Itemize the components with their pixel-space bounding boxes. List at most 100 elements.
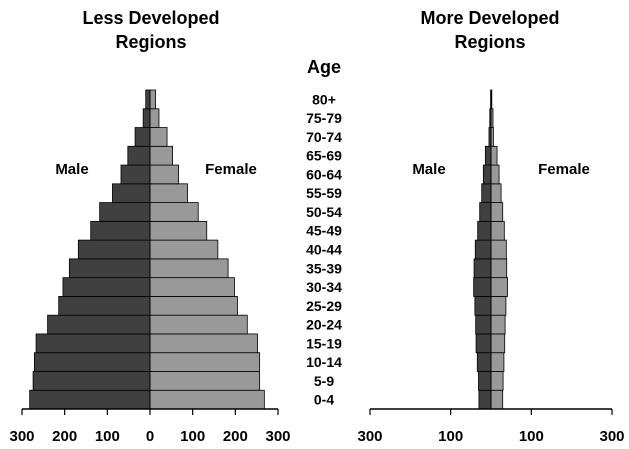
left-x-tick-label-3: 0 (146, 428, 154, 445)
age-label-25-29: 25-29 (306, 298, 342, 314)
right-male-bar-0-4 (478, 389, 492, 410)
right-female-label: Female (538, 161, 590, 178)
left-x-tick-label-4: 100 (180, 428, 205, 445)
left-male-bar-40-44 (77, 239, 151, 260)
age-axis-title: Age (307, 57, 341, 77)
left-x-tick-label-5: 200 (223, 428, 248, 445)
left-male-bar-50-54 (99, 202, 151, 222)
age-label-60-64: 60-64 (306, 166, 342, 182)
age-label-40-44: 40-44 (306, 242, 342, 258)
left-female-bar-30-34 (149, 277, 235, 297)
left-male-bar-0-4 (29, 389, 151, 410)
left-female-bar-45-49 (149, 220, 208, 241)
left-male-label: Male (55, 161, 88, 178)
age-label-75-79: 75-79 (306, 110, 342, 126)
left-male-bar-15-19 (35, 333, 151, 354)
right-male-bar-20-24 (475, 314, 492, 335)
left-x-tick-label-2: 100 (95, 428, 120, 445)
right-x-tick-label-2: 100 (519, 428, 544, 445)
left-female-bar-15-19 (149, 333, 258, 354)
left-pyramid: 300 200 100 0 100 200 300 (9, 89, 291, 445)
left-x-tick-label-0: 300 (9, 428, 34, 445)
right-x-tick-label-0: 300 (357, 428, 382, 445)
left-female-bar-70-74 (149, 127, 168, 147)
right-female-bar-60-64 (490, 164, 500, 185)
left-male-bar-65-69 (127, 145, 151, 166)
left-female-label: Female (205, 161, 257, 178)
left-female-bar-60-64 (149, 164, 179, 185)
right-female-bar-10-14 (490, 352, 505, 372)
left-male-bar-10-14 (33, 352, 151, 372)
right-pyramid: 300 100 100 300 (357, 89, 625, 445)
age-label-50-54: 50-54 (306, 204, 342, 220)
right-male-bar-10-14 (476, 352, 492, 372)
right-female-bar-55-59 (490, 183, 502, 203)
right-chart-title-line-1: More Developed (420, 8, 559, 28)
left-male-bar-70-74 (134, 127, 151, 147)
left-chart-title-line-1: Less Developed (82, 8, 219, 28)
left-x-tick-label-1: 200 (52, 428, 77, 445)
left-male-bar-30-34 (62, 277, 151, 297)
left-male-bar-25-29 (58, 296, 151, 316)
right-female-bar-20-24 (490, 314, 506, 335)
right-male-bar-65-69 (484, 145, 492, 166)
right-male-bar-15-19 (475, 333, 492, 354)
left-female-bar-75-79 (149, 108, 160, 128)
age-label-30-34: 30-34 (306, 279, 342, 295)
left-male-bar-75-79 (142, 108, 151, 128)
age-label-0-4: 0-4 (314, 392, 334, 408)
age-label-35-39: 35-39 (306, 260, 342, 276)
left-male-bar-20-24 (47, 314, 151, 335)
age-label-45-49: 45-49 (306, 223, 342, 239)
left-male-bar-45-49 (90, 220, 151, 241)
right-male-bar-5-9 (478, 371, 492, 391)
right-x-tick-label-3: 300 (599, 428, 624, 445)
left-female-bar-65-69 (149, 145, 174, 166)
right-male-bar-40-44 (474, 239, 492, 260)
right-female-bar-40-44 (490, 239, 507, 260)
age-label-55-59: 55-59 (306, 185, 342, 201)
right-male-bar-30-34 (473, 277, 492, 297)
left-male-bar-35-39 (68, 258, 151, 279)
right-male-label: Male (412, 161, 445, 178)
right-female-bar-50-54 (490, 202, 504, 222)
left-x-tick-label-6: 300 (265, 428, 290, 445)
right-female-bar-25-29 (490, 296, 507, 316)
right-male-bar-60-64 (482, 164, 492, 185)
right-female-bar-30-34 (490, 277, 508, 297)
age-group-labels: 0-4 5-9 10-14 15-19 20-24 25-29 30-34 35-39 40-4… (306, 91, 342, 407)
age-label-5-9: 5-9 (314, 373, 334, 389)
left-female-bar-40-44 (149, 239, 219, 260)
left-female-bar-55-59 (149, 183, 188, 203)
age-label-20-24: 20-24 (306, 317, 342, 333)
left-chart-title-line-2: Regions (115, 32, 186, 52)
right-female-bar-15-19 (490, 333, 506, 354)
right-chart-title-line-2: Regions (454, 32, 525, 52)
right-male-bar-55-59 (481, 183, 492, 203)
right-female-bar-5-9 (490, 371, 504, 391)
left-female-bar-50-54 (149, 202, 199, 222)
left-female-bar-0-4 (149, 389, 265, 410)
right-female-bar-35-39 (490, 258, 508, 279)
right-female-bar-65-69 (490, 145, 498, 166)
left-female-bar-20-24 (149, 314, 248, 335)
left-male-bar-55-59 (112, 183, 151, 203)
age-label-70-74: 70-74 (306, 129, 342, 145)
right-male-bar-25-29 (474, 296, 492, 316)
right-male-bar-50-54 (479, 202, 492, 222)
age-label-10-14: 10-14 (306, 354, 342, 370)
left-female-bar-80+ (149, 89, 156, 110)
age-label-80+: 80+ (312, 91, 336, 107)
left-male-bar-80+ (145, 89, 151, 110)
right-female-bar-45-49 (490, 220, 505, 241)
right-female-bar-0-4 (490, 389, 504, 410)
right-male-bar-45-49 (477, 220, 492, 241)
right-x-tick-label-1: 100 (438, 428, 463, 445)
left-male-bar-5-9 (32, 371, 151, 391)
left-female-bar-25-29 (149, 296, 238, 316)
age-label-65-69: 65-69 (306, 148, 342, 164)
age-label-15-19: 15-19 (306, 335, 342, 351)
right-male-bar-35-39 (473, 258, 492, 279)
left-female-bar-10-14 (149, 352, 261, 372)
